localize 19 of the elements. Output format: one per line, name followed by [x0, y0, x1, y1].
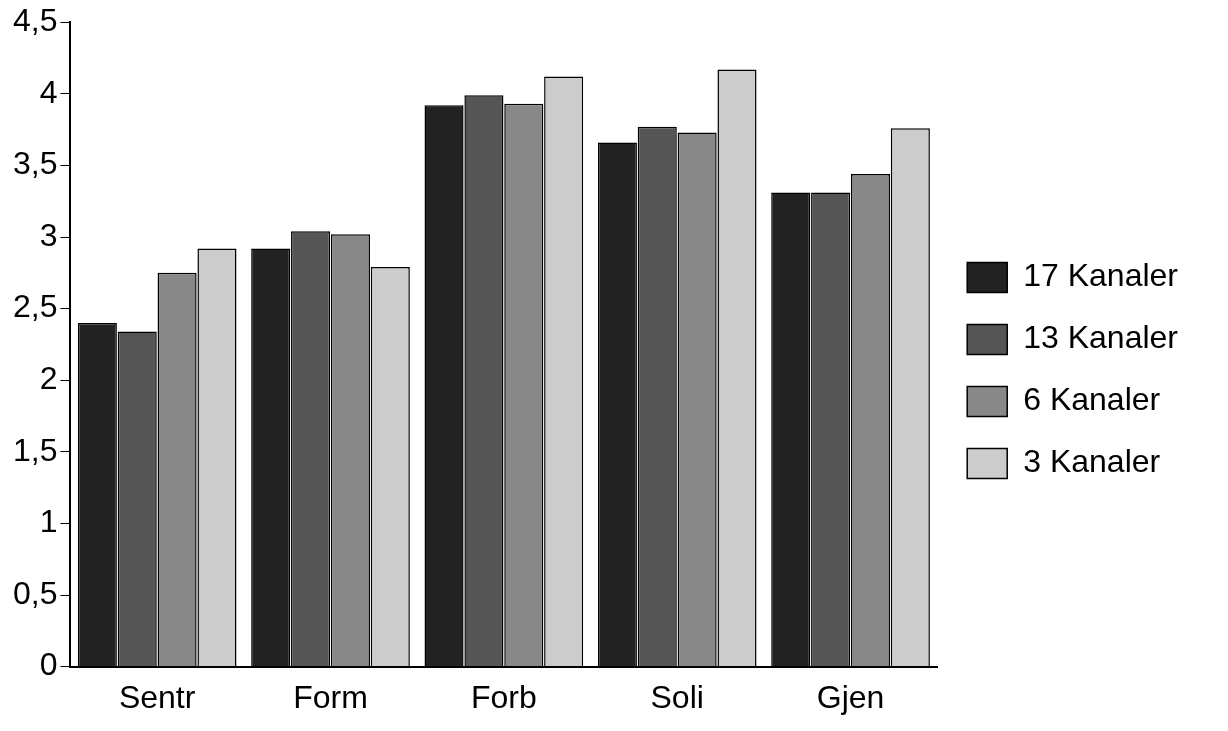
x-tick-label: Sentr [118, 678, 196, 715]
y-tick-label: 2,5 [13, 288, 58, 325]
y-tick-label: 3,5 [13, 145, 58, 182]
y-tick-label: 0 [39, 646, 58, 683]
x-tick-label: Form [293, 678, 368, 715]
x-tick-label: Soli [650, 678, 704, 715]
y-tick-label: 1 [39, 503, 58, 540]
y-tick-label: 0,5 [13, 574, 58, 611]
y-tick-label: 1,5 [13, 431, 58, 468]
legend-label: 6 Kanaler [1023, 381, 1161, 418]
y-tick-label: 3 [39, 216, 58, 253]
x-tick-label: Forb [470, 678, 537, 715]
x-tick-label: Gjen [816, 678, 885, 715]
y-tick-label: 2 [39, 360, 58, 397]
y-tick-label: 4,5 [13, 2, 58, 39]
legend-label: 3 Kanaler [1023, 443, 1161, 480]
y-tick-label: 4 [39, 73, 58, 110]
legend-label: 17 Kanaler [1023, 257, 1179, 294]
legend-label: 13 Kanaler [1023, 319, 1179, 356]
